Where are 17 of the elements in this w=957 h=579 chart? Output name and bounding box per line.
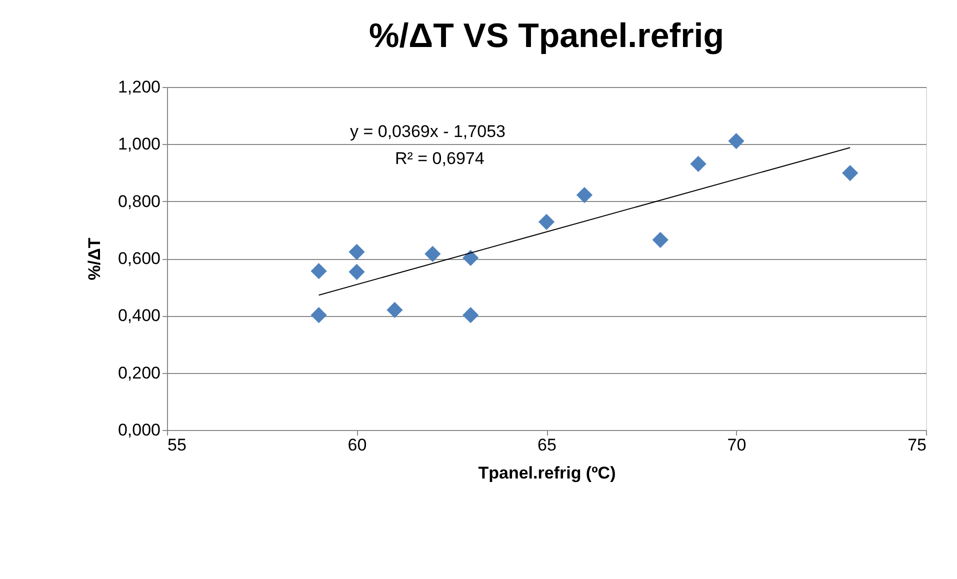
chart-title: %/ΔT VS Tpanel.refrig: [368, 17, 724, 55]
y-tick-label: 0,000: [118, 420, 160, 440]
y-tick-label: 0,800: [118, 192, 160, 211]
x-tick-label: 60: [348, 436, 367, 454]
x-tick-label: 65: [538, 436, 556, 454]
x-tick-label: 70: [727, 436, 746, 454]
y-tick-label: 0,400: [118, 306, 160, 326]
x-axis-title: Tpanel.refrig (ºC): [478, 464, 616, 482]
y-tick-label: 1,200: [118, 78, 160, 96]
x-tick-label: 75: [908, 436, 926, 454]
y-tick-label: 1,000: [118, 134, 160, 154]
x-tick-label: 55: [168, 436, 186, 454]
annotation: R² = 0,6974: [395, 149, 484, 168]
y-axis-title: %/ΔT: [84, 237, 104, 280]
annotation: y = 0,0369x - 1,7053: [350, 122, 506, 141]
y-tick-label: 0,200: [118, 363, 160, 382]
y-tick-label: 0,600: [118, 249, 160, 268]
